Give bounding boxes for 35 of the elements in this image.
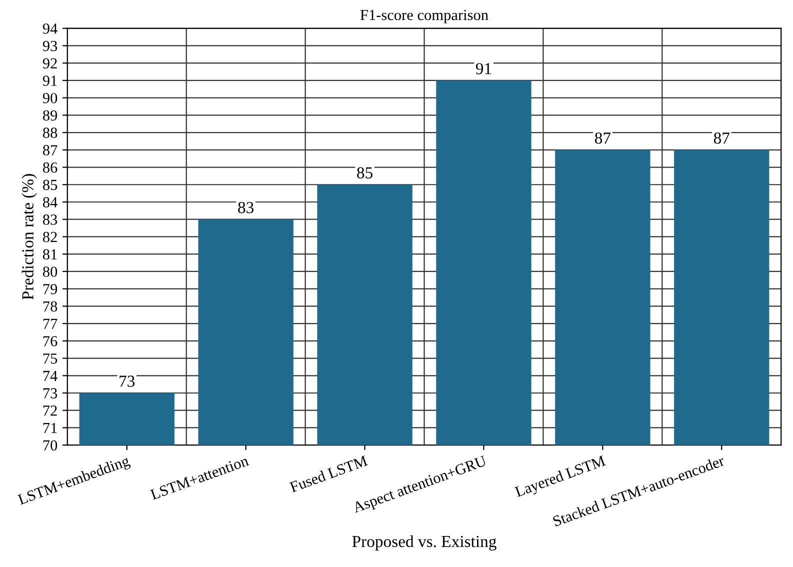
- y-tick-label: 80: [42, 266, 58, 277]
- y-axis-title: Prediction rate (%): [22, 174, 37, 300]
- y-tick-label: 71: [43, 422, 57, 434]
- y-tick-label: 78: [43, 301, 58, 312]
- data-label: 87: [714, 132, 730, 144]
- y-tick-label: 72: [43, 406, 57, 416]
- y-tick-label: 79: [43, 284, 58, 294]
- y-tick-label: 93: [42, 40, 58, 52]
- y-tick-label: 86: [42, 162, 58, 173]
- y-tick-label: 88: [42, 128, 58, 138]
- y-tick-label: 85: [42, 180, 58, 190]
- x-tick-label: Fused LSTM: [289, 454, 368, 492]
- y-tick-label: 90: [42, 92, 58, 104]
- y-tick-label: 82: [42, 232, 57, 242]
- data-label: 83: [238, 202, 254, 214]
- y-tick-label: 83: [42, 214, 58, 225]
- y-tick-label: 74: [43, 370, 58, 381]
- y-tick-label: 73: [43, 388, 58, 398]
- data-label: 91: [476, 63, 492, 74]
- data-label: 87: [594, 132, 611, 144]
- y-tick-label: 75: [43, 354, 58, 364]
- data-label: 73: [120, 376, 135, 387]
- data-label: 85: [357, 167, 372, 178]
- chart-title: F1-score comparison: [360, 10, 488, 24]
- y-tick-label: 70: [43, 440, 58, 451]
- y-tick-label: 91: [42, 76, 57, 86]
- y-tick-label: 81: [42, 249, 57, 260]
- x-axis-title: Proposed vs. Existing: [352, 535, 496, 551]
- y-tick-label: 77: [43, 318, 58, 329]
- y-tick-label: 94: [42, 24, 58, 34]
- y-tick-label: 87: [42, 145, 58, 156]
- y-tick-label: 89: [42, 110, 58, 121]
- y-tick-label: 92: [42, 58, 57, 69]
- y-tick-label: 76: [43, 336, 58, 346]
- y-tick-label: 84: [42, 197, 58, 208]
